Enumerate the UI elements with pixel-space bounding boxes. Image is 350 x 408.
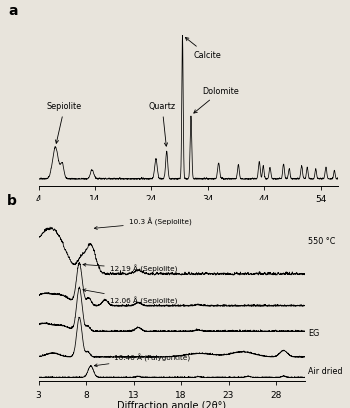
Text: a: a [8, 4, 18, 18]
Text: Quartz: Quartz [149, 102, 176, 146]
Text: Air dried: Air dried [308, 368, 343, 377]
Text: Sepiolite: Sepiolite [47, 102, 82, 143]
Text: Dolomite: Dolomite [194, 86, 239, 113]
Text: 10.3 Å (Sepiolite): 10.3 Å (Sepiolite) [94, 218, 191, 229]
Text: Calcite: Calcite [186, 38, 222, 60]
Text: 550 °C: 550 °C [308, 237, 336, 246]
X-axis label: Diffraction angle (2θ°): Diffraction angle (2θ°) [134, 205, 243, 215]
X-axis label: Diffraction angle (2θ°): Diffraction angle (2θ°) [117, 401, 226, 408]
Text: 12.19 Å (Sepiolite): 12.19 Å (Sepiolite) [83, 263, 177, 273]
Text: 12.06 Å (Sepiolite): 12.06 Å (Sepiolite) [83, 289, 177, 305]
Text: b: b [7, 195, 16, 208]
Text: 10.46 Å (Palygorkite): 10.46 Å (Palygorkite) [94, 354, 191, 367]
Text: EG: EG [308, 329, 320, 338]
